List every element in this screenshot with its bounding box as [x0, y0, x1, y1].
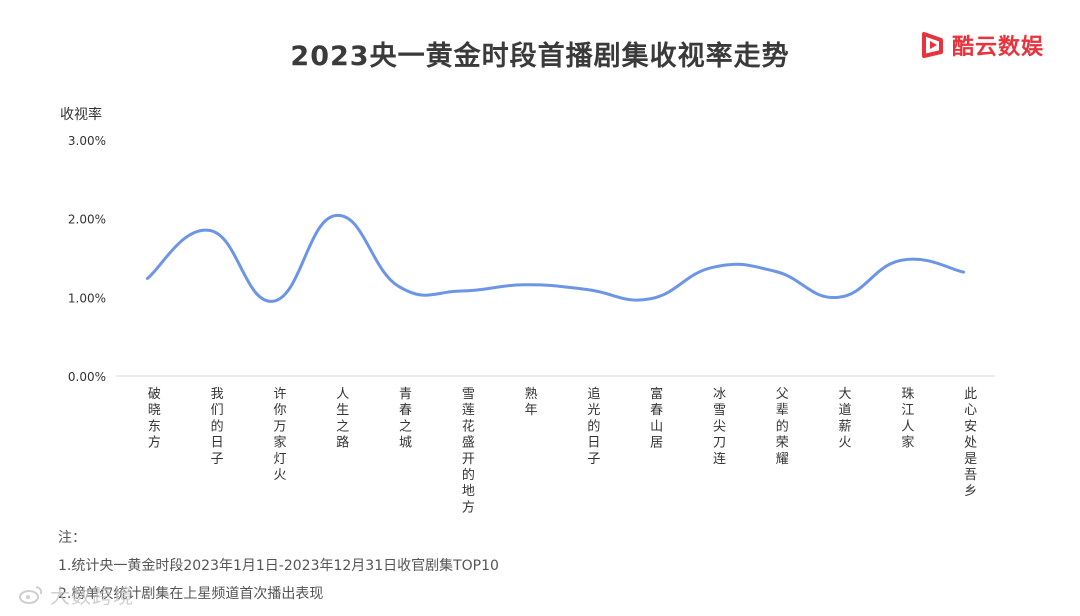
- x-tick-label: 青春之城: [399, 387, 412, 451]
- play-logo-icon: [922, 32, 943, 58]
- x-tick-label: 雪莲花盛开的地方: [462, 387, 475, 515]
- page-title: 2023央一黄金时段首播剧集收视率走势: [290, 41, 790, 72]
- weibo-icon: [19, 585, 43, 604]
- x-tick-label: 冰雪尖刀连: [713, 387, 726, 467]
- chart-notes: 注： 1.统计央一黄金时段2023年1月1日-2023年12月31日收官剧集TO…: [58, 524, 499, 608]
- y-axis-label: 收视率: [60, 107, 102, 123]
- x-tick-label: 珠江人家: [901, 387, 914, 451]
- y-tick-label: 2.00%: [68, 213, 106, 227]
- note-line-1: 1.统计央一黄金时段2023年1月1日-2023年12月31日收官剧集TOP10: [58, 558, 499, 574]
- x-tick-label: 追光的日子: [587, 386, 600, 467]
- watermark: 大数跨境: [18, 580, 134, 609]
- series-line: [145, 214, 966, 303]
- x-tick-label: 大道薪火: [839, 387, 852, 451]
- line-chart: 0.00% 1.00% 2.00% 3.00% 破晓东方 我们的日子 许你万家灯火 人生之路 青…: [68, 134, 995, 515]
- x-tick-label: 许你万家灯火: [273, 387, 286, 483]
- watermark-text: 大数跨境: [50, 584, 134, 608]
- notes-heading: 注：: [58, 530, 86, 546]
- y-tick-label: 0.00%: [68, 370, 106, 384]
- x-tick-label: 人生之路: [336, 387, 349, 451]
- note-line-2: 2.榜单仅统计剧集在上星频道首次播出表现: [58, 586, 324, 602]
- x-tick-label: 我们的日子: [211, 387, 224, 467]
- brand-name: 酷云数娱: [952, 35, 1045, 60]
- x-tick-label: 破晓东方: [148, 387, 161, 451]
- x-tick-label: 此心安处是吾乡: [964, 387, 977, 499]
- x-tick-label: 熟年: [525, 386, 538, 418]
- y-tick-label: 1.00%: [68, 291, 106, 305]
- x-tick-label: 父辈的荣耀: [776, 387, 789, 467]
- y-tick-label: 3.00%: [68, 134, 106, 148]
- x-tick-label: 富春山居: [650, 386, 663, 451]
- brand-logo: 酷云数娱: [918, 30, 1044, 60]
